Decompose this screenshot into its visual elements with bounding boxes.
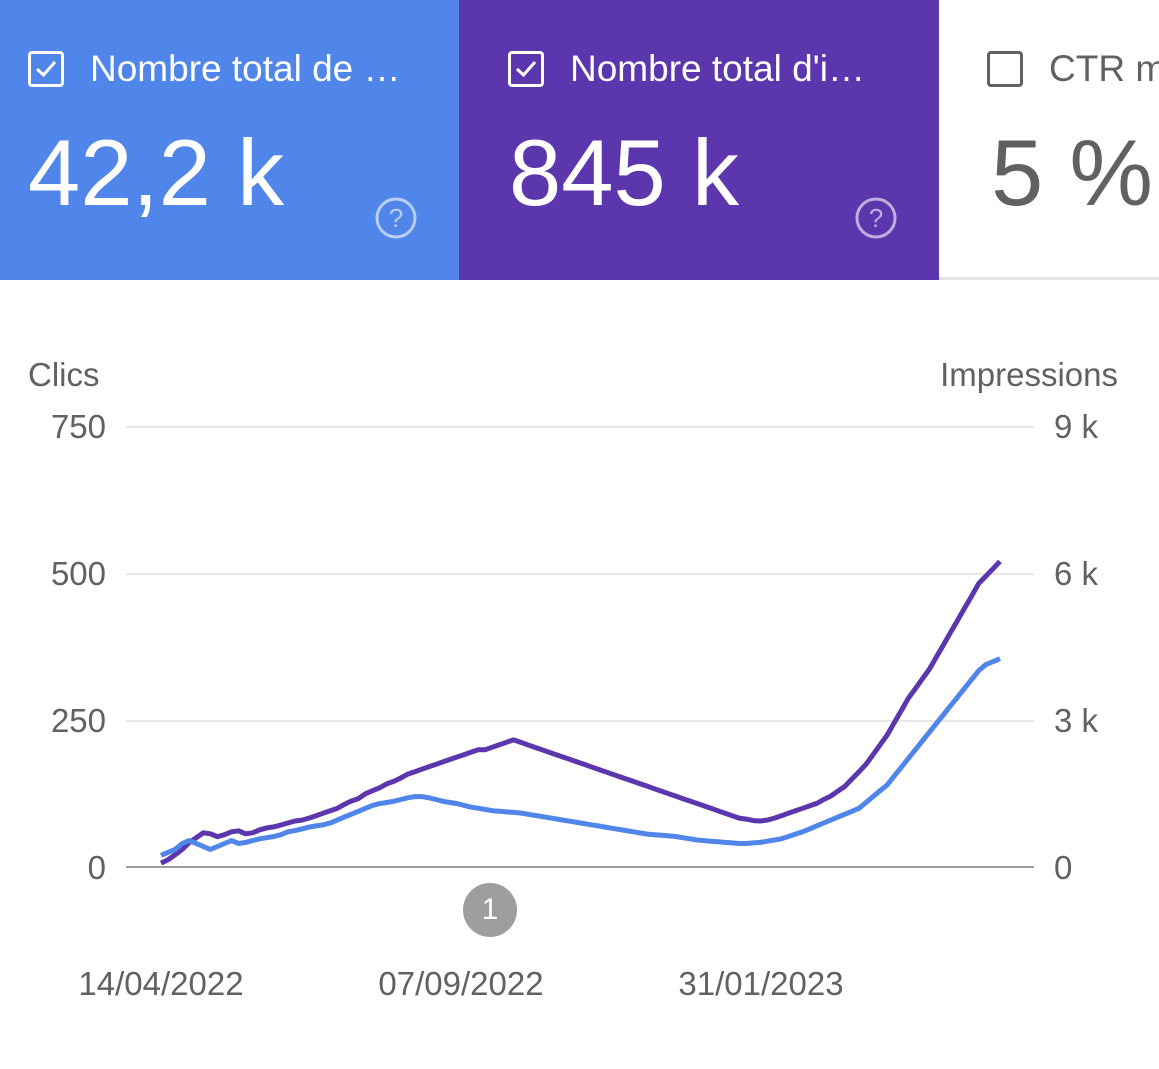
impressions-series-line xyxy=(159,559,1002,866)
metric-title: CTR m xyxy=(1049,48,1159,89)
y-axis-right-title: Impressions xyxy=(940,356,1118,393)
clicks-checkbox[interactable] xyxy=(28,51,64,87)
metric-card-header: Nombre total de … xyxy=(28,46,401,92)
x-tick-label: 31/01/2023 xyxy=(678,965,844,1002)
ctr-checkbox[interactable] xyxy=(987,51,1023,87)
y-left-tick: 0 xyxy=(87,849,106,886)
help-circle-icon[interactable]: ? xyxy=(854,196,898,240)
svg-text:?: ? xyxy=(389,203,403,233)
x-tick-label: 07/09/2022 xyxy=(378,965,544,1002)
svg-text:?: ? xyxy=(869,203,883,233)
metric-value: 845 k xyxy=(509,120,739,225)
metric-title: Nombre total de … xyxy=(90,48,401,89)
x-tick-label: 14/04/2022 xyxy=(78,965,244,1002)
y-left-tick: 750 xyxy=(50,408,106,445)
y-left-tick: 500 xyxy=(50,555,106,592)
y-right-tick: 0 xyxy=(1054,849,1073,886)
metric-card-header: CTR m xyxy=(987,46,1159,92)
metric-title: Nombre total d'i… xyxy=(570,48,865,89)
y-right-tick: 9 k xyxy=(1054,408,1099,445)
y-right-tick: 6 k xyxy=(1054,555,1099,592)
annotation-marker[interactable]: 1 xyxy=(463,883,517,937)
y-left-tick: 250 xyxy=(50,702,106,739)
metric-card-header: Nombre total d'i… xyxy=(508,46,865,92)
metric-card-impressions[interactable]: Nombre total d'i… 845 k ? xyxy=(459,0,939,280)
help-circle-icon[interactable]: ? xyxy=(374,196,418,240)
checkmark-icon xyxy=(35,61,57,78)
metric-card-clicks[interactable]: Nombre total de … 42,2 k ? xyxy=(0,0,459,280)
metric-card-ctr[interactable]: CTR m 5 % xyxy=(939,0,1159,280)
impressions-checkbox[interactable] xyxy=(508,51,544,87)
checkmark-icon xyxy=(515,61,537,78)
clicks-series-line xyxy=(160,656,1001,858)
y-axis-left-title: Clics xyxy=(28,356,100,393)
y-right-tick: 3 k xyxy=(1054,702,1099,739)
metric-value: 5 % xyxy=(991,120,1153,225)
metric-value: 42,2 k xyxy=(28,120,285,225)
